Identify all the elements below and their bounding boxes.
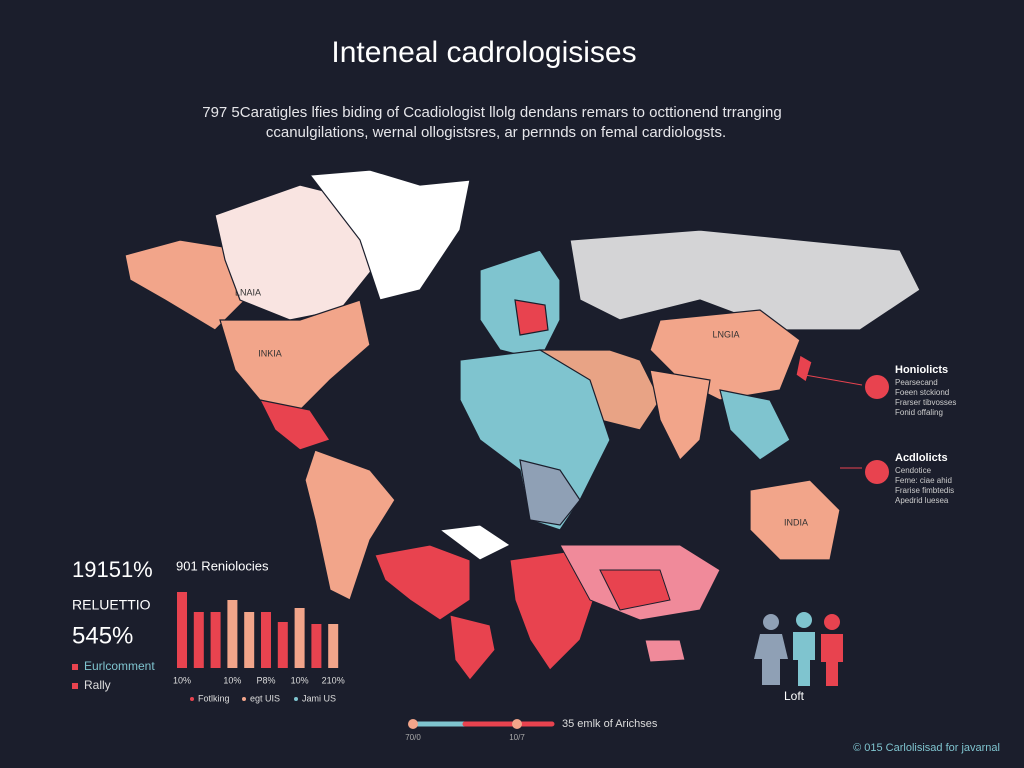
x-tick-label: 10% bbox=[291, 675, 309, 685]
callout-line: Frarise fimbtedis bbox=[895, 486, 954, 495]
subtitle-line: 797 5Caratigles lfies biding of Ccadiolo… bbox=[202, 104, 782, 121]
title: Inteneal cadrologisises bbox=[331, 36, 636, 69]
footer: © 015 Carlolisisad for javarnal bbox=[853, 742, 1000, 754]
bar bbox=[328, 624, 339, 668]
legend-label: Rally bbox=[84, 678, 111, 692]
bar bbox=[227, 600, 238, 668]
x-tick-label: 10% bbox=[173, 675, 191, 685]
map-label: INKIA bbox=[258, 348, 282, 358]
bar bbox=[261, 612, 271, 668]
callout-line: Foeen stckiond bbox=[895, 388, 949, 397]
world-map bbox=[124, 169, 921, 601]
slider bbox=[408, 719, 555, 729]
callout-line: Pearsecand bbox=[895, 378, 938, 387]
callout-markers bbox=[804, 374, 889, 484]
legend-swatch bbox=[72, 683, 78, 689]
slider-caption: 35 emlk of Arichses bbox=[562, 718, 658, 730]
callout-line: Cendotice bbox=[895, 466, 932, 475]
chart-title: 901 Reniolocies bbox=[176, 558, 269, 573]
legend-label: Eurlcomment bbox=[84, 659, 155, 673]
stat-value: 545% bbox=[72, 622, 133, 649]
callout-title: Honiolicts bbox=[895, 364, 948, 376]
legend-label: Jami US bbox=[302, 693, 336, 703]
bar bbox=[311, 624, 322, 668]
callout-line: Apedrid luesea bbox=[895, 496, 949, 505]
map-label: INDIA bbox=[784, 517, 808, 527]
bar bbox=[294, 608, 305, 668]
bar bbox=[177, 592, 187, 668]
people-label: Loft bbox=[784, 689, 805, 703]
x-tick-label: 10% bbox=[223, 675, 241, 685]
slider-label: 10/7 bbox=[509, 733, 525, 742]
x-tick-label: 210% bbox=[322, 675, 345, 685]
bar bbox=[244, 612, 255, 668]
callout-line: Feme: ciae ahid bbox=[895, 476, 952, 485]
callout-line: Frarser tibvosses bbox=[895, 398, 956, 407]
legend-label: egt UIS bbox=[250, 693, 280, 703]
bar bbox=[277, 622, 288, 668]
x-tick-label: P8% bbox=[256, 675, 275, 685]
small-map bbox=[374, 524, 721, 681]
people-icons bbox=[754, 612, 843, 686]
map-label: LNAIA bbox=[235, 287, 261, 297]
legend-swatch bbox=[242, 697, 246, 701]
stat-value: 19151% bbox=[72, 557, 153, 582]
bar bbox=[210, 612, 221, 668]
legend-swatch bbox=[72, 664, 78, 670]
callout-line: Fonid offaling bbox=[895, 408, 943, 417]
callout-title: Acdlolicts bbox=[895, 452, 948, 464]
bar bbox=[193, 612, 204, 668]
legend-swatch bbox=[294, 697, 298, 701]
legend-swatch bbox=[190, 697, 194, 701]
bar-chart: 10% 10% P8% 10% 210% Fotlking egt UIS Jami US bbox=[173, 592, 345, 703]
subtitle-line: ccanulgilations, wernal ollogistsres, ar… bbox=[266, 124, 726, 141]
stat-legend: Eurlcomment Rally bbox=[72, 659, 155, 692]
legend-label: Fotlking bbox=[198, 693, 230, 703]
stat-label: RELUETTIO bbox=[72, 597, 151, 613]
slider-label: 70/0 bbox=[405, 733, 421, 742]
map-label: LNGIA bbox=[712, 329, 739, 339]
